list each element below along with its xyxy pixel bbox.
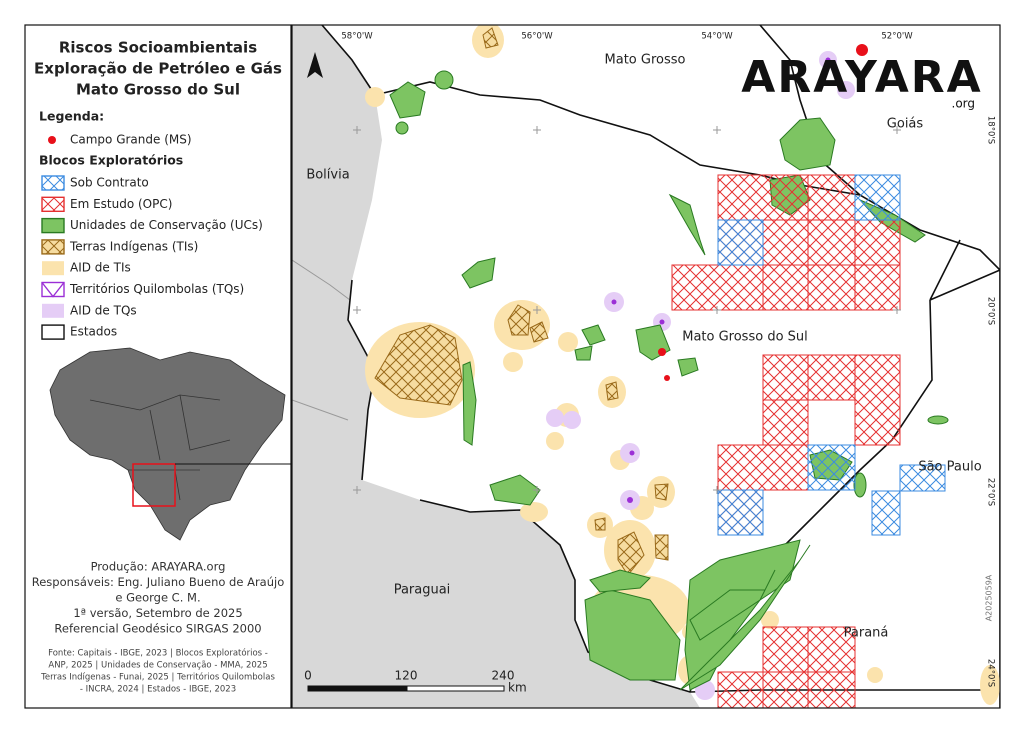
title-line: Mato Grosso do Sul xyxy=(76,81,240,99)
source-line: ANP, 2025 | Unidades de Conservação - MM… xyxy=(48,661,267,671)
source-line: Terras Indígenas - Funai, 2025 | Territó… xyxy=(40,672,275,683)
longitude-label: 58°0'W xyxy=(341,32,373,42)
panel-content: Riscos Socioambientais Exploração de Petr… xyxy=(32,39,285,695)
legend-label: Terras Indígenas (TIs) xyxy=(69,239,198,253)
inset-map xyxy=(49,347,292,541)
place-label: Bolívia xyxy=(306,168,349,183)
legend-swatch xyxy=(41,217,65,234)
quilombola-territories xyxy=(611,57,831,503)
longitude-label: 54°0'W xyxy=(701,32,733,42)
latitude-label: 20°0'S xyxy=(986,297,996,325)
title-line: Exploração de Petróleo e Gás xyxy=(34,60,282,78)
campo-grande xyxy=(658,348,666,356)
legend-label: Territórios Quilombolas (TQs) xyxy=(69,282,244,296)
legend-point xyxy=(48,136,56,144)
legend-label: Estados xyxy=(70,325,117,339)
legend-swatch xyxy=(42,261,64,276)
legend-label: Sob Contrato xyxy=(70,176,149,190)
country-borders xyxy=(292,259,351,421)
place-label: Goiás xyxy=(887,117,924,132)
longitude-label: 52°0'W xyxy=(881,32,913,42)
latitude-label: 22°0'S xyxy=(986,478,996,506)
graticule xyxy=(353,126,901,494)
neighbor-countries xyxy=(292,25,700,708)
logo-suffix: .org xyxy=(952,97,976,111)
scale-label: 240 xyxy=(492,669,515,683)
legend-label: Em Estudo (OPC) xyxy=(70,197,172,211)
legend-label: Unidades de Conservação (UCs) xyxy=(70,218,263,232)
legend-swatch xyxy=(41,175,65,191)
legend-label: Campo Grande (MS) xyxy=(70,133,192,147)
indigenous-lands xyxy=(374,27,669,576)
scale-unit: km xyxy=(508,681,527,695)
latitude-label: 18°0'S xyxy=(986,116,996,144)
legend-heading: Legenda: xyxy=(39,109,104,124)
exploration-blocks xyxy=(671,174,946,708)
scale-label: 120 xyxy=(395,669,418,683)
longitude-label: 56°0'W xyxy=(521,32,553,42)
scale-bar xyxy=(406,685,505,692)
legend-swatch xyxy=(41,281,65,298)
legend-group: Blocos Exploratórios xyxy=(39,153,183,168)
credit-line: e George C. M. xyxy=(115,591,200,605)
credit-line: Produção: ARAYARA.org xyxy=(91,560,226,574)
legend-label: AID de TIs xyxy=(70,261,131,275)
place-label: Mato Grosso do Sul xyxy=(682,330,808,345)
latitude-label: 24°0'S xyxy=(986,659,996,687)
legend-swatch xyxy=(41,239,65,255)
legend-label: AID de TQs xyxy=(70,303,137,317)
place-label: Paraná xyxy=(844,626,889,641)
credit-line: Responsáveis: Eng. Juliano Bueno de Araú… xyxy=(32,575,285,589)
map-frame xyxy=(291,24,1001,709)
place-label: Mato Grosso xyxy=(605,53,686,68)
legend-swatch xyxy=(41,324,65,340)
credit-line: Referencial Geodésico SIRGAS 2000 xyxy=(54,622,261,636)
logo: ARAYARA xyxy=(741,52,982,103)
logo-dot xyxy=(856,44,868,56)
credit-line: 1ª versão, Setembro de 2025 xyxy=(73,606,242,620)
title-line: Riscos Socioambientais xyxy=(59,39,257,57)
scale-label: 0 xyxy=(304,669,312,683)
source-line: Fonte: Capitais - IBGE, 2023 | Blocos Ex… xyxy=(48,648,268,659)
legend-swatch xyxy=(42,303,64,318)
legend-swatch xyxy=(41,282,65,298)
place-label: Paraguai xyxy=(394,583,451,598)
source-line: - INCRA, 2024 | Estados - IBGE, 2023 xyxy=(80,685,236,695)
legend-swatch xyxy=(41,196,65,213)
scale-bar xyxy=(307,685,408,692)
place-label: São Paulo xyxy=(918,460,981,475)
north-arrow xyxy=(307,52,323,78)
map-code: A2025059A xyxy=(985,574,994,621)
city-point xyxy=(664,375,670,381)
map-area: 58°0'W 56°0'W 54°0'W 52°0'W 18°0'S 20°0'S 22°0… xyxy=(292,25,1000,708)
